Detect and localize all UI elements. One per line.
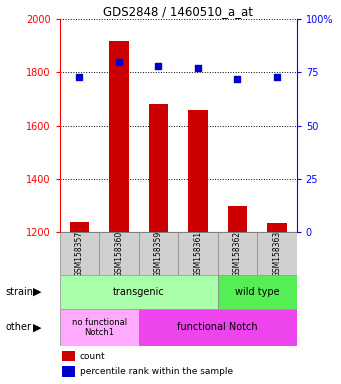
Point — [235, 76, 240, 82]
Text: transgenic: transgenic — [113, 287, 165, 297]
Bar — [139, 309, 297, 346]
Text: GSM158357: GSM158357 — [75, 231, 84, 277]
Text: GSM158363: GSM158363 — [272, 231, 281, 277]
Bar — [60, 232, 99, 275]
Point — [274, 74, 280, 80]
Bar — [62, 351, 75, 361]
Point — [77, 74, 82, 80]
Point — [195, 65, 201, 71]
Text: GSM158361: GSM158361 — [193, 231, 203, 277]
Text: functional Notch: functional Notch — [177, 322, 258, 333]
Bar — [139, 232, 178, 275]
Bar — [178, 232, 218, 275]
Bar — [60, 275, 218, 309]
Text: ▶: ▶ — [33, 322, 42, 333]
Text: GSM158360: GSM158360 — [115, 231, 123, 277]
Text: GSM158362: GSM158362 — [233, 231, 242, 277]
Text: no functional
Notch1: no functional Notch1 — [72, 318, 127, 337]
Bar — [62, 366, 75, 377]
Point — [156, 63, 161, 69]
Title: GDS2848 / 1460510_a_at: GDS2848 / 1460510_a_at — [103, 5, 253, 18]
Bar — [227, 206, 247, 232]
Text: other: other — [5, 322, 31, 333]
Text: count: count — [80, 351, 105, 361]
Text: percentile rank within the sample: percentile rank within the sample — [80, 367, 233, 376]
Bar — [60, 309, 139, 346]
Point — [116, 59, 122, 65]
Bar — [257, 232, 297, 275]
Bar — [218, 232, 257, 275]
Text: strain: strain — [5, 287, 33, 297]
Bar — [188, 110, 208, 232]
Bar — [267, 223, 287, 232]
Text: GSM158359: GSM158359 — [154, 231, 163, 277]
Text: ▶: ▶ — [33, 287, 42, 297]
Bar — [149, 104, 168, 232]
Bar — [70, 222, 89, 232]
Bar — [109, 41, 129, 232]
Bar — [218, 275, 297, 309]
Text: wild type: wild type — [235, 287, 280, 297]
Bar — [99, 232, 139, 275]
